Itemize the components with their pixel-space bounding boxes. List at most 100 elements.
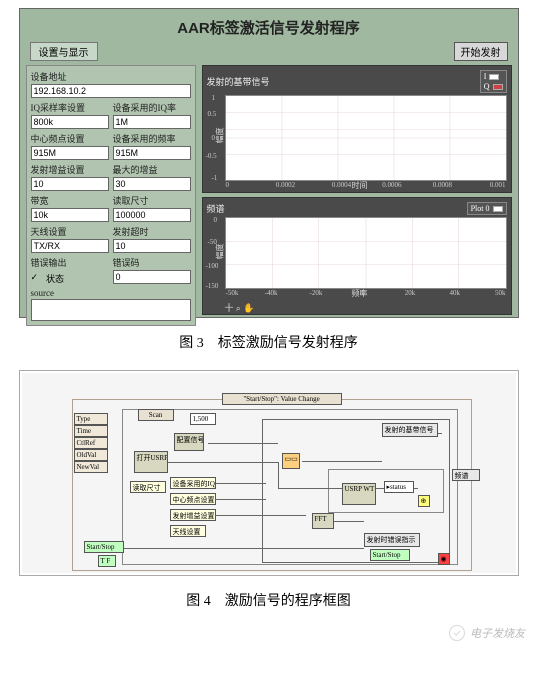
xtick-5: 0.001	[490, 181, 506, 189]
bd-node-ant-cfg: 天线设置	[170, 525, 206, 537]
fig4-block-diagram: "Start/Stop": Value Change Scan TypeTime…	[22, 373, 516, 573]
watermark-icon	[448, 624, 466, 642]
center-freq-input[interactable]	[31, 146, 109, 160]
device-addr-input[interactable]	[31, 84, 191, 98]
chart-baseband-ylabel: 幅度	[214, 127, 225, 143]
tx-timeout-label: 发射超时	[113, 225, 191, 238]
bd-node-iq-cfg: 设备采用的IQ率	[170, 477, 216, 489]
fig4-wrap: "Start/Stop": Value Change Scan TypeTime…	[19, 370, 519, 576]
fig4-caption: 图 4 激励信号的程序框图	[0, 590, 537, 610]
ytick-n05: -0.5	[206, 152, 217, 160]
sxtick-5: 40k	[450, 289, 461, 297]
bufsize-input[interactable]	[113, 208, 191, 222]
bd-wire-11	[124, 548, 364, 549]
source-input[interactable]	[31, 299, 191, 321]
iq-used-input[interactable]	[113, 115, 191, 129]
bd-node-build-arr: ▭▭	[282, 453, 300, 469]
chart-baseband-xlabel: 时间	[352, 180, 368, 191]
freq-used-label: 设备采用的频率	[113, 132, 191, 145]
max-gain-input[interactable]	[113, 177, 191, 191]
bd-node-spectrum: 发射时错误指示	[364, 533, 420, 547]
legend-i-label: I	[484, 72, 487, 81]
main-row: 设备地址 IQ采样率设置 设备采用的IQ率 中心频点设置	[26, 65, 512, 326]
status-checkbox[interactable]: ✓	[31, 272, 39, 285]
bd-node-startstop2: Start/Stop	[84, 541, 124, 553]
watermark: 电子发烧友	[448, 624, 525, 642]
ytick-05: 0.5	[208, 110, 217, 118]
sxtick-0: -50k	[226, 289, 239, 297]
watermark-text: 电子发烧友	[470, 625, 525, 641]
ytick-0: 0	[212, 134, 216, 142]
event-header: "Start/Stop": Value Change	[222, 393, 342, 405]
bd-wire-0	[168, 462, 278, 463]
tx-timeout-input[interactable]	[113, 239, 191, 253]
app-title: AAR标签激活信号发射程序	[26, 17, 512, 38]
legend-i-swatch	[489, 74, 499, 80]
bd-node-baseband: 发射的基带信号	[382, 423, 438, 437]
xtick-4: 0.0008	[433, 181, 452, 189]
scan-header: Scan	[138, 409, 174, 421]
chart-spectrum-toolbar[interactable]: 十 ⌕ ✋	[225, 301, 507, 314]
bd-terminal-ctlref: CtlRef	[74, 437, 108, 449]
tx-gain-input[interactable]	[31, 177, 109, 191]
bd-wire-7	[216, 499, 266, 500]
xtick-0: 0	[226, 181, 230, 189]
chart-spectrum-plot[interactable]: 幅度 频率 0 -50 -100 -150 -50k -40k -20k 0 2…	[225, 217, 507, 289]
bd-node-gain-cfg: 发射增益设置	[170, 509, 216, 521]
chart-spectrum-legend: Plot 0	[467, 202, 507, 215]
center-freq-label: 中心频点设置	[31, 132, 109, 145]
iq-rate-label: IQ采样率设置	[31, 101, 109, 114]
iq-used-label: 设备采用的IQ率	[113, 101, 191, 114]
fig3-panel: AAR标签激活信号发射程序 设置与显示 开始发射 设备地址 IQ采样率设置 设备…	[19, 8, 519, 318]
err-out-label: 错误输出	[31, 256, 109, 269]
chart-baseband-title: 发射的基带信号	[207, 75, 270, 88]
bd-node-const-1000: 1,500	[190, 413, 216, 425]
topbar: 设置与显示 开始发射	[26, 42, 512, 65]
bw-input[interactable]	[31, 208, 109, 222]
xtick-3: 0.0006	[382, 181, 401, 189]
ytick-top: 1	[212, 94, 216, 102]
bd-node-config-sig: 配置信号	[174, 433, 204, 451]
sxtick-6: 50k	[495, 289, 506, 297]
err-code-input[interactable]	[113, 270, 191, 284]
chart-spectrum-svg	[226, 218, 506, 288]
err-code-label: 错误码	[113, 256, 191, 269]
bd-node-out-ind: 频谱	[452, 469, 480, 481]
tx-gain-label: 发射增益设置	[31, 163, 109, 176]
sytick-3: -150	[206, 282, 219, 290]
sxtick-3: 0	[360, 289, 364, 297]
bd-node-txwrite: USRP WT	[342, 483, 376, 505]
sxtick-4: 20k	[405, 289, 416, 297]
xtick-1: 0.0002	[276, 181, 295, 189]
legend-q-swatch	[493, 84, 503, 90]
chart-spectrum-title: 频谱	[207, 202, 225, 215]
chart-spectrum: 频谱 Plot 0 幅度 频率	[202, 197, 512, 315]
chart-baseband: 发射的基带信号 I Q 幅度	[202, 65, 512, 193]
fig3-caption: 图 3 标签激励信号发射程序	[0, 332, 537, 352]
max-gain-label: 最大的增益	[113, 163, 191, 176]
bd-wire-3	[208, 443, 278, 444]
chart-baseband-plot[interactable]: 幅度 时间 1 0.5 0 -0.5 -1 0 0.0002 0.0004 0.…	[225, 95, 507, 181]
sytick-0: 0	[214, 216, 218, 224]
chart-baseband-svg	[226, 96, 506, 180]
bd-node-const-label: 读取尺寸	[130, 481, 166, 493]
freq-used-input[interactable]	[113, 146, 191, 160]
bd-terminal-oldval: OldVal	[74, 449, 108, 461]
bd-terminal-time: Time	[74, 425, 108, 437]
device-addr-label: 设备地址	[31, 70, 191, 83]
charts-column: 发射的基带信号 I Q 幅度	[202, 65, 512, 326]
source-label: source	[31, 288, 191, 298]
iq-rate-input[interactable]	[31, 115, 109, 129]
bd-node-usrp-open: 打开USRP	[134, 451, 168, 473]
bd-node-err-merge: ⊕	[418, 495, 430, 507]
start-button[interactable]: 开始发射	[454, 42, 508, 61]
ant-input[interactable]	[31, 239, 109, 253]
tab-settings[interactable]: 设置与显示	[30, 42, 98, 61]
bd-wire-4	[302, 461, 382, 462]
bd-node-startstop: Start/Stop	[370, 549, 410, 561]
legend-plot0-label: Plot 0	[471, 204, 490, 213]
bd-node-while-cond: ◉	[438, 553, 450, 565]
legend-q-label: Q	[484, 82, 490, 91]
settings-column: 设备地址 IQ采样率设置 设备采用的IQ率 中心频点设置	[26, 65, 196, 326]
bd-wire-1	[278, 462, 279, 488]
